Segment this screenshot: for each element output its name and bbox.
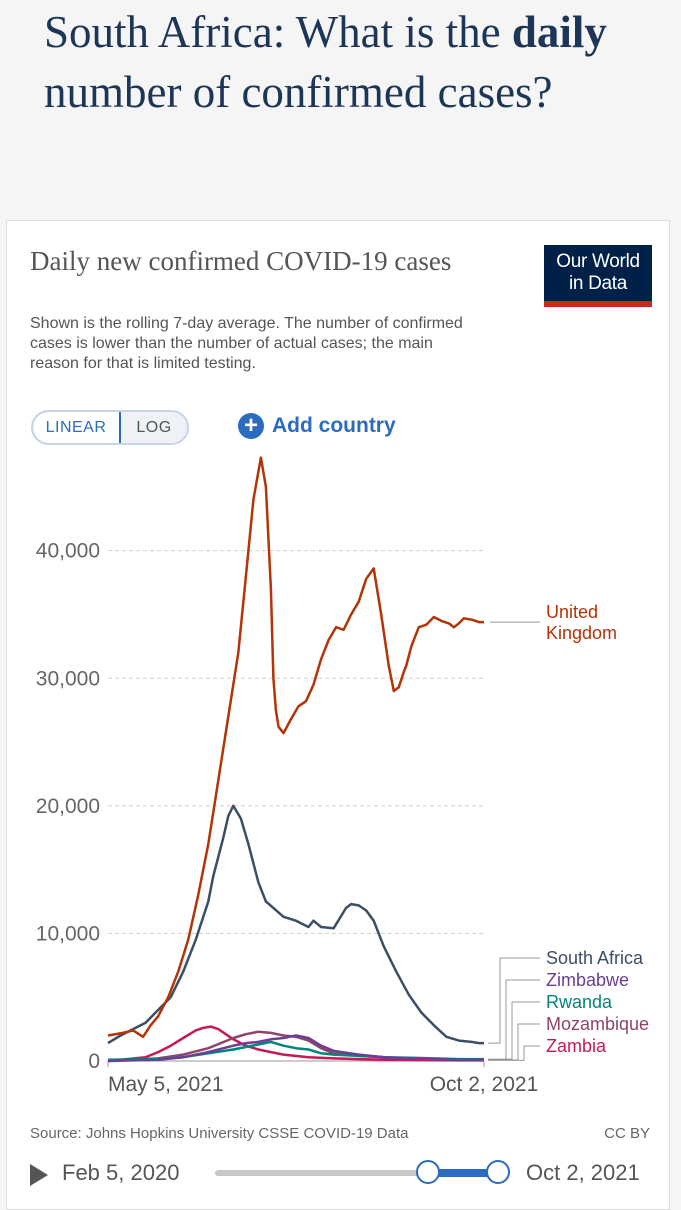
log-scale-button[interactable]: LOG bbox=[136, 418, 172, 436]
legend-connector bbox=[488, 1045, 540, 1061]
title-suffix: number of confirmed cases? bbox=[44, 67, 553, 117]
timeline-selected-range[interactable] bbox=[428, 1169, 498, 1177]
series-line-south-africa bbox=[107, 804, 484, 1045]
x-tick-label: Oct 2, 2021 bbox=[430, 1073, 539, 1096]
legend-connector bbox=[488, 957, 540, 1044]
owid-logo[interactable]: Our World in Data bbox=[544, 245, 652, 307]
legend-label-mozambique: Mozambique bbox=[546, 1014, 649, 1034]
y-tick-label: 10,000 bbox=[36, 922, 100, 945]
legend-connector bbox=[488, 1023, 540, 1061]
scale-toggle: LINEAR LOG bbox=[31, 410, 189, 445]
y-tick-label: 40,000 bbox=[36, 540, 100, 563]
legend-label-zimbabwe: Zimbabwe bbox=[546, 970, 629, 990]
legend-label-united-kingdom: Kingdom bbox=[546, 623, 617, 643]
timeline-end-date: Oct 2, 2021 bbox=[526, 1160, 640, 1185]
legend-label-rwanda: Rwanda bbox=[546, 992, 613, 1012]
timeline-start-handle[interactable] bbox=[416, 1160, 440, 1184]
linear-scale-button[interactable]: LINEAR bbox=[33, 412, 121, 443]
legend-label-united-kingdom: United bbox=[546, 602, 598, 622]
title-prefix: South Africa: What is the bbox=[44, 7, 512, 57]
y-tick-label: 20,000 bbox=[36, 795, 100, 818]
logo-line-2: in Data bbox=[568, 273, 628, 294]
timeline-start-date: Feb 5, 2020 bbox=[62, 1160, 180, 1185]
play-icon[interactable] bbox=[30, 1164, 48, 1186]
y-tick-label: 30,000 bbox=[36, 667, 100, 690]
source-note[interactable]: Source: Johns Hopkins University CSSE CO… bbox=[30, 1125, 409, 1142]
legend-connector bbox=[488, 1001, 540, 1060]
legend-label-south-africa: South Africa bbox=[546, 948, 644, 968]
legend-connector bbox=[488, 979, 540, 1061]
page-title: South Africa: What is the daily number o… bbox=[44, 2, 664, 122]
series-line-united-kingdom bbox=[107, 456, 484, 1039]
legend-label-zambia: Zambia bbox=[546, 1036, 607, 1056]
add-country-button[interactable]: + Add country bbox=[238, 411, 396, 441]
chart-subtitle: Shown is the rolling 7-day average. The … bbox=[30, 315, 463, 372]
y-tick-label: 0 bbox=[88, 1050, 100, 1073]
chart-title: Daily new confirmed COVID-19 cases bbox=[30, 246, 452, 276]
series-line-zimbabwe bbox=[107, 1034, 484, 1063]
timeline-slider-track[interactable] bbox=[215, 1170, 500, 1176]
add-country-label: Add country bbox=[272, 414, 396, 437]
license-link[interactable]: CC BY bbox=[604, 1125, 650, 1142]
series-line-zambia bbox=[107, 1025, 484, 1063]
chart-card bbox=[6, 220, 670, 1210]
title-emphasis: daily bbox=[511, 7, 607, 57]
x-tick-label: May 5, 2021 bbox=[108, 1073, 224, 1096]
plus-circle-icon: + bbox=[238, 413, 264, 439]
timeline-end-handle[interactable] bbox=[486, 1160, 510, 1184]
logo-line-1: Our World bbox=[556, 251, 640, 272]
